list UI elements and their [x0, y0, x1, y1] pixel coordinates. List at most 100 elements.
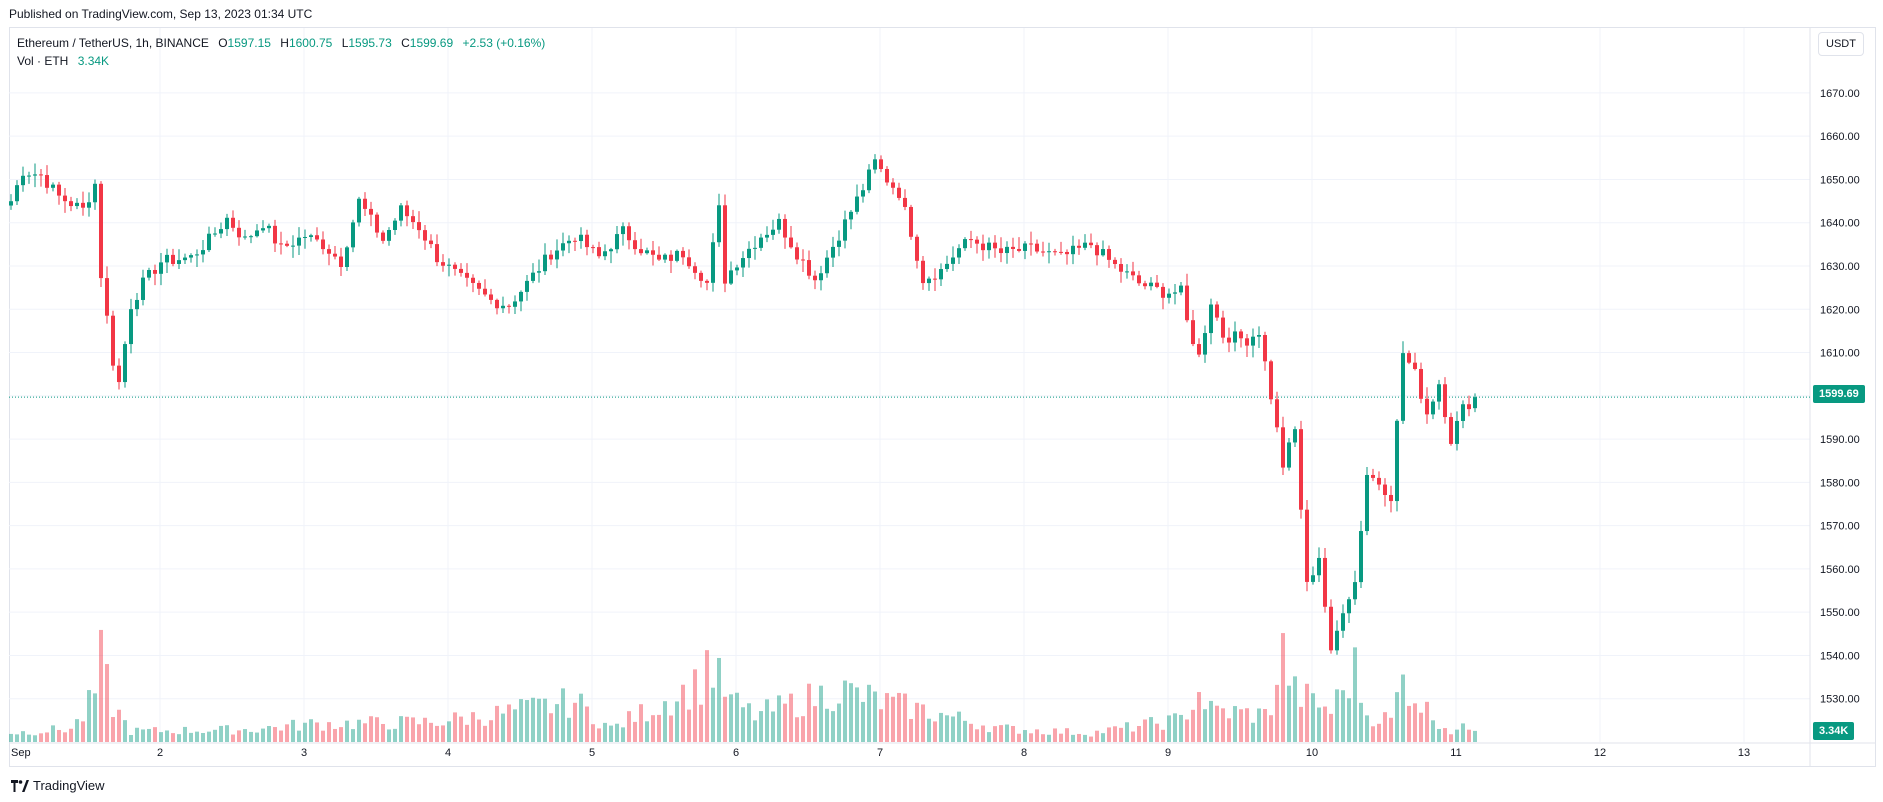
candle-body: [909, 206, 913, 237]
volume-bar: [459, 716, 463, 742]
candle-body: [351, 222, 355, 248]
volume-bar: [105, 664, 109, 742]
volume-bar: [1269, 715, 1273, 742]
volume-bar: [543, 698, 547, 742]
y-tick-label: 1590.00: [1820, 434, 1860, 446]
volume-bar: [549, 713, 553, 742]
volume-bar: [1401, 674, 1405, 742]
volume-bar: [147, 728, 151, 742]
candle-body: [969, 239, 973, 241]
volume-bar: [417, 724, 421, 742]
x-tick-label: 3: [301, 747, 307, 759]
volume-bar: [849, 683, 853, 742]
candle-body: [1005, 246, 1009, 254]
candle-body: [699, 272, 703, 281]
volume-bar: [627, 711, 631, 742]
y-tick-label: 1630.00: [1820, 261, 1860, 273]
candle-body: [795, 247, 799, 260]
candle-body: [975, 239, 979, 244]
symbol-title[interactable]: Ethereum / TetherUS, 1h, BINANCE: [17, 36, 209, 50]
candle-body: [225, 217, 229, 230]
ohlc-row: Ethereum / TetherUS, 1h, BINANCE O1597.1…: [17, 34, 545, 52]
volume-bar: [1377, 723, 1381, 742]
volume-bar: [123, 720, 127, 742]
volume-bar: [909, 718, 913, 742]
volume-bar: [1167, 715, 1171, 742]
volume-bar: [669, 715, 673, 742]
low-value: 1595.73: [348, 36, 392, 50]
candle-body: [1179, 285, 1183, 293]
volume-bar: [201, 733, 205, 742]
candle-body: [15, 185, 19, 202]
volume-bar: [1155, 723, 1159, 742]
candle-body: [453, 264, 457, 269]
volume-bar: [939, 712, 943, 742]
y-tick-label: 1610.00: [1820, 348, 1860, 360]
volume-bar: [801, 716, 805, 742]
volume-bar: [1131, 731, 1135, 742]
candle-body: [1233, 331, 1237, 343]
volume-bar: [69, 728, 73, 742]
volume-bar: [597, 728, 601, 742]
volume-bar: [567, 717, 571, 742]
volume-label[interactable]: Vol · ETH: [17, 54, 69, 68]
currency-button[interactable]: USDT: [1818, 32, 1864, 56]
candle-body: [1269, 361, 1273, 400]
volume-row: Vol · ETH 3.34K: [17, 52, 545, 70]
candle-body: [1341, 613, 1345, 631]
candle-body: [603, 251, 607, 257]
volume-bar: [981, 725, 985, 742]
candle-body: [573, 240, 577, 242]
candle-body: [1449, 417, 1453, 444]
candle-body: [885, 168, 889, 183]
candle-body: [831, 246, 835, 258]
candle-body: [807, 260, 811, 276]
candle-body: [417, 222, 421, 231]
footer-branding[interactable]: TradingView: [11, 778, 105, 793]
volume-bar: [1317, 707, 1321, 742]
candle-body: [747, 248, 751, 259]
candle-body: [411, 216, 415, 223]
volume-bar: [165, 730, 169, 742]
volume-bar: [891, 696, 895, 742]
volume-bar: [375, 717, 379, 742]
volume-bar: [927, 718, 931, 742]
candle-body: [1413, 362, 1417, 369]
candle-body: [297, 237, 301, 246]
volume-bar: [753, 720, 757, 742]
candle-body: [1113, 259, 1117, 265]
candle-body: [1311, 575, 1315, 582]
candle-body: [945, 263, 949, 270]
volume-bar: [1059, 733, 1063, 742]
candle-body: [543, 254, 547, 272]
volume-bar: [231, 734, 235, 742]
volume-bar: [237, 730, 241, 742]
candle-body: [405, 205, 409, 217]
volume-bar: [951, 716, 955, 742]
volume-bar: [177, 734, 181, 742]
close-value: 1599.69: [409, 36, 454, 50]
volume-bar: [345, 720, 349, 742]
candle-body: [627, 226, 631, 241]
candle-body: [357, 198, 361, 223]
volume-bar: [159, 732, 163, 742]
x-tick-label: 10: [1306, 747, 1318, 759]
candle-body: [1107, 249, 1111, 260]
last-price-tag: 1599.69: [1813, 385, 1865, 403]
volume-bar: [1305, 683, 1309, 742]
candle-body: [159, 262, 163, 274]
candle-body: [1335, 630, 1339, 651]
x-tick-label: Sep: [11, 747, 31, 759]
candle-body: [741, 258, 745, 268]
candle-body: [21, 175, 25, 186]
volume-bar: [381, 723, 385, 742]
candle-body: [693, 266, 697, 273]
candle-body: [1023, 243, 1027, 251]
volume-bar: [1443, 728, 1447, 742]
volume-bar: [1425, 701, 1429, 742]
candle-body: [1425, 398, 1429, 415]
volume-bar: [363, 723, 367, 742]
volume-bar: [141, 729, 145, 742]
volume-bar: [225, 725, 229, 742]
